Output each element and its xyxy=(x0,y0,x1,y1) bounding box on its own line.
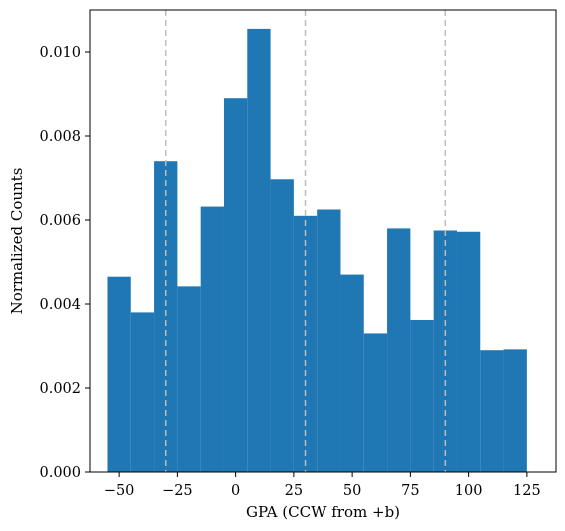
plot-frame xyxy=(89,9,557,473)
histogram-bar xyxy=(270,179,294,472)
histogram-bar xyxy=(130,312,155,472)
x-tick-label: 50 xyxy=(343,483,361,499)
y-tick-label: 0.002 xyxy=(39,381,81,397)
y-tick-label: 0.008 xyxy=(39,129,81,145)
x-axis-label: GPA (CCW from +b) xyxy=(246,503,400,521)
histogram-bar xyxy=(480,350,504,472)
x-tick-label: 125 xyxy=(513,483,541,499)
histogram-bar xyxy=(410,319,434,472)
histogram-bar xyxy=(177,286,201,472)
x-tick-label: 100 xyxy=(455,483,483,499)
histogram-bar xyxy=(247,28,271,473)
histogram-bar xyxy=(317,209,341,472)
y-tick-label: 0.004 xyxy=(39,297,81,313)
x-tick-label: −25 xyxy=(162,483,193,499)
y-tick-label: 0.000 xyxy=(39,465,81,481)
y-axis-ticks: 0.000 0.002 0.004 0.006 0.008 0.010 xyxy=(39,45,90,481)
histogram-bar xyxy=(154,161,178,472)
x-tick-label: 0 xyxy=(231,483,240,499)
histogram-bar xyxy=(223,98,248,472)
histogram-bar xyxy=(387,228,411,472)
histogram-bar xyxy=(340,274,364,472)
x-axis-ticks: −50 −25 0 25 50 75 100 125 xyxy=(104,472,541,499)
reference-lines-group xyxy=(164,10,447,472)
y-tick-label: 0.006 xyxy=(39,213,81,229)
histogram-bar xyxy=(107,276,131,472)
histogram-bar xyxy=(503,349,527,472)
y-axis-label: Normalized Counts xyxy=(8,168,26,315)
y-tick-label: 0.010 xyxy=(39,45,81,61)
histogram-bar xyxy=(363,333,388,472)
histogram-bar xyxy=(200,206,224,472)
bars-group xyxy=(107,28,527,473)
x-tick-label: 75 xyxy=(401,483,419,499)
x-tick-label: 25 xyxy=(285,483,303,499)
histogram-bar xyxy=(456,231,481,472)
x-tick-label: −50 xyxy=(104,483,135,499)
